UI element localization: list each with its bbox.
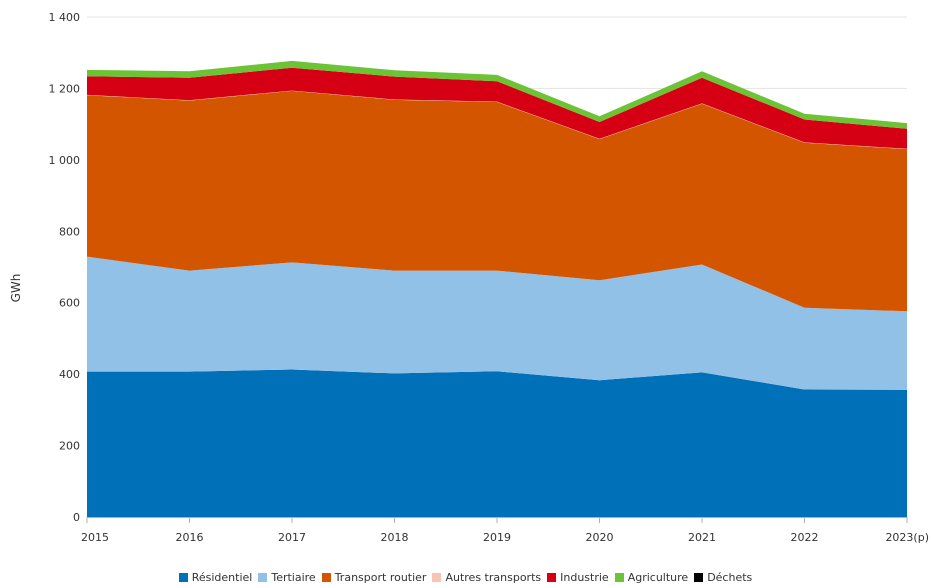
- legend-label: Tertiaire: [271, 571, 316, 584]
- legend-label: Agriculture: [627, 571, 689, 584]
- legend: Résidentiel Tertiaire Transport routier Aut…: [0, 571, 931, 584]
- legend-item[interactable]: Transport routier: [321, 571, 427, 584]
- y-tick-label: 400: [59, 368, 80, 381]
- area-transport-routier: [87, 90, 907, 312]
- x-tick-label: 2016: [176, 531, 204, 544]
- x-tick-label: 2022: [791, 531, 819, 544]
- legend-label: Transport routier: [334, 571, 427, 584]
- y-tick-label: 0: [73, 511, 80, 524]
- y-tick-label: 1 400: [49, 11, 81, 24]
- legend-swatch: [614, 573, 624, 582]
- area-tertiaire: [87, 256, 907, 390]
- legend-item[interactable]: Déchets: [694, 571, 752, 584]
- y-tick-label: 1 000: [49, 154, 81, 167]
- y-axis-label: GWh: [9, 274, 23, 303]
- y-tick-label: 800: [59, 225, 80, 238]
- x-tick-label: 2019: [483, 531, 511, 544]
- area-industrie: [87, 67, 907, 149]
- series-areas: [87, 60, 907, 517]
- y-tick-label: 200: [59, 440, 80, 453]
- x-axis: 2015 2016 2017 2018 2019 2020 2021 2022 2023(p): [81, 517, 929, 544]
- legend-item[interactable]: Tertiaire: [258, 571, 316, 584]
- area-r-sidentiel: [87, 369, 907, 517]
- legend-label: Résidentiel: [191, 571, 253, 584]
- legend-swatch: [432, 573, 442, 582]
- x-tick-label: 2015: [81, 531, 109, 544]
- legend-swatch: [547, 573, 557, 582]
- legend-item[interactable]: Autres transports: [432, 571, 541, 584]
- legend-label: Déchets: [707, 571, 753, 584]
- legend-swatch: [694, 573, 704, 582]
- legend-swatch: [178, 573, 188, 582]
- legend-label: Industrie: [560, 571, 609, 584]
- x-tick-label: 2018: [381, 531, 409, 544]
- x-tick-label: 2021: [688, 531, 716, 544]
- legend-item[interactable]: Agriculture: [614, 571, 689, 584]
- legend-label: Autres transports: [445, 571, 542, 584]
- y-axis: 0 200 400 600 800 1 000 1 200 1 400: [49, 11, 81, 524]
- x-tick-label: 2017: [278, 531, 306, 544]
- x-tick-label: 2020: [586, 531, 614, 544]
- legend-swatch: [258, 573, 268, 582]
- legend-swatch: [321, 573, 331, 582]
- y-tick-label: 1 200: [49, 82, 81, 95]
- legend-item[interactable]: Industrie: [547, 571, 609, 584]
- y-tick-label: 600: [59, 297, 80, 310]
- x-tick-label: 2023(p): [885, 531, 929, 544]
- legend-item[interactable]: Résidentiel: [178, 571, 253, 584]
